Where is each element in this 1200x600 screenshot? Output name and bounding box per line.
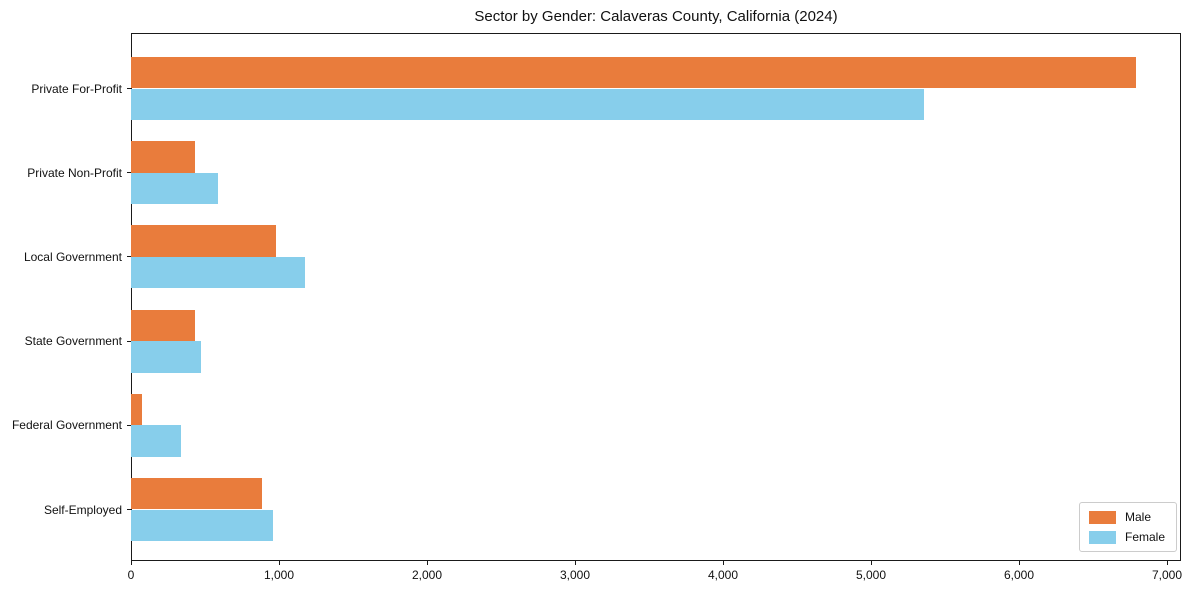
x-axis-tick bbox=[130, 561, 132, 565]
bar-female-federal-government bbox=[131, 425, 182, 457]
y-axis-tick bbox=[127, 509, 131, 510]
y-axis-label-private-for-profit: Private For-Profit bbox=[31, 81, 122, 96]
chart-title: Sector by Gender: Calaveras County, Cali… bbox=[474, 8, 838, 25]
legend-swatch-male bbox=[1088, 510, 1116, 524]
bar-male-private-non-profit bbox=[131, 141, 196, 173]
x-axis-label-4: 4,000 bbox=[707, 568, 739, 582]
y-axis-tick bbox=[127, 340, 131, 342]
x-axis-tick bbox=[1018, 561, 1020, 565]
legend-label-female: Female bbox=[1124, 530, 1165, 544]
x-axis-label-7: 7,000 bbox=[1151, 568, 1183, 582]
bar-male-local-government bbox=[131, 225, 276, 257]
legend: Male Female bbox=[1078, 502, 1177, 552]
x-axis-tick bbox=[574, 561, 576, 565]
y-axis-tick bbox=[127, 256, 131, 258]
x-axis-tick bbox=[426, 561, 428, 565]
y-axis-label-local-government: Local Government bbox=[23, 249, 122, 264]
bar-female-state-government bbox=[131, 341, 201, 373]
x-axis-tick bbox=[1166, 561, 1168, 565]
bar-male-federal-government bbox=[131, 393, 143, 426]
y-axis-label-state-government: State Government bbox=[24, 334, 122, 349]
bar-female-local-government bbox=[131, 256, 305, 289]
x-axis-tick bbox=[870, 561, 872, 565]
plot-area bbox=[131, 33, 1181, 561]
y-axis-label-private-non-profit: Private Non-Profit bbox=[27, 165, 122, 180]
legend-row-female: Female bbox=[1088, 530, 1165, 544]
legend-row-male: Male bbox=[1088, 510, 1165, 524]
y-axis-label-federal-government: Federal Government bbox=[11, 418, 122, 433]
y-axis-label-self-employed: Self-Employed bbox=[43, 502, 122, 517]
x-axis-tick bbox=[722, 561, 724, 565]
y-axis-tick bbox=[127, 424, 131, 426]
x-axis-label-2: 2,000 bbox=[411, 568, 443, 582]
x-axis-label-3: 3,000 bbox=[559, 568, 591, 582]
legend-label-male: Male bbox=[1124, 510, 1151, 524]
x-axis-label-5: 5,000 bbox=[855, 568, 887, 582]
bar-male-self-employed bbox=[131, 477, 262, 510]
x-axis-label-6: 6,000 bbox=[1003, 568, 1035, 582]
y-axis-tick bbox=[127, 88, 131, 89]
bar-male-private-for-profit bbox=[131, 56, 1136, 89]
bar-male-state-government bbox=[131, 309, 196, 342]
bar-female-self-employed bbox=[131, 509, 274, 542]
bar-female-private-for-profit bbox=[131, 88, 925, 121]
x-axis-label-0: 0 bbox=[127, 568, 135, 582]
bar-female-private-non-profit bbox=[131, 172, 219, 205]
y-axis-tick bbox=[127, 172, 131, 174]
legend-swatch-female bbox=[1088, 530, 1116, 544]
x-axis-label-1: 1,000 bbox=[263, 568, 295, 582]
x-axis-tick bbox=[278, 561, 280, 565]
